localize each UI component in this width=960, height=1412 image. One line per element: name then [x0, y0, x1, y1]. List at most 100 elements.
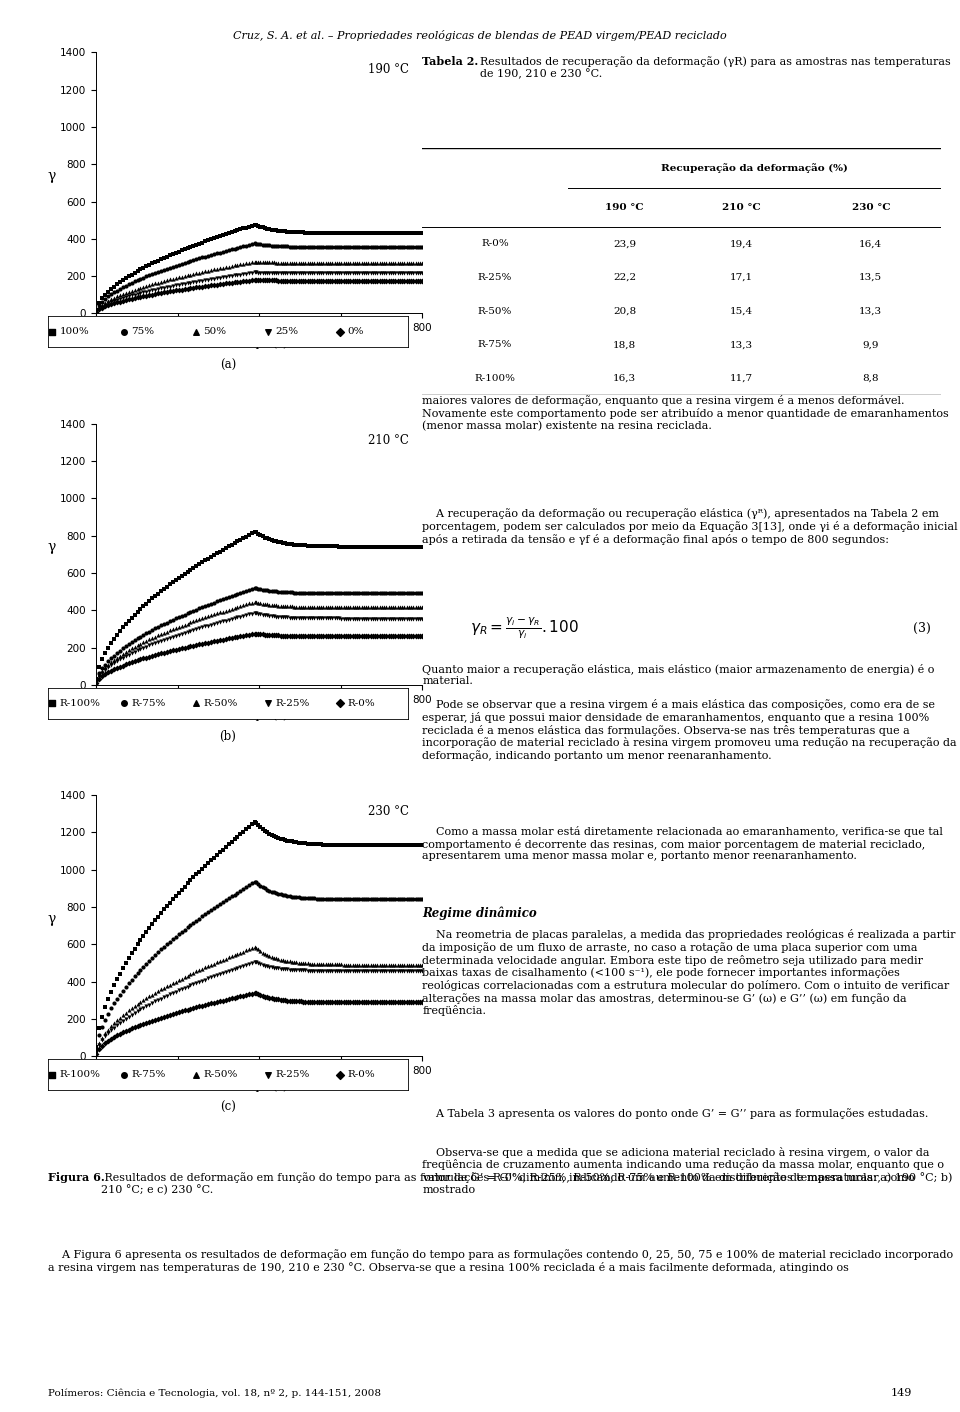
- Point: [159, 246, 175, 268]
- Point: [162, 618, 178, 641]
- Point: [182, 600, 198, 623]
- Point: [142, 274, 157, 297]
- Point: [162, 891, 178, 914]
- Point: [273, 827, 288, 850]
- Point: [329, 626, 345, 648]
- Point: [291, 270, 306, 292]
- Point: [396, 222, 412, 244]
- Point: [91, 1024, 107, 1046]
- Point: [162, 640, 178, 662]
- Point: [406, 582, 421, 604]
- Point: [284, 990, 300, 1012]
- Point: [159, 974, 175, 997]
- Point: [249, 268, 264, 291]
- Point: [101, 294, 116, 316]
- Point: [142, 280, 157, 302]
- Point: [324, 535, 340, 558]
- Point: [239, 251, 254, 274]
- Point: [154, 249, 169, 271]
- Point: [316, 582, 331, 604]
- Point: [329, 270, 345, 292]
- Point: [314, 263, 329, 285]
- Point: [151, 616, 166, 638]
- Point: [383, 626, 398, 648]
- Point: [345, 236, 360, 258]
- Point: [135, 594, 151, 617]
- Point: [396, 582, 412, 604]
- Point: [257, 986, 273, 1008]
- Point: [135, 956, 151, 979]
- Point: [145, 280, 160, 302]
- Point: [221, 256, 236, 278]
- Point: [145, 983, 160, 1005]
- Point: [257, 604, 273, 627]
- Point: [109, 1024, 125, 1046]
- Point: [88, 1042, 104, 1065]
- Point: [374, 251, 390, 274]
- Point: [396, 596, 412, 618]
- Point: [109, 285, 125, 308]
- Point: [204, 268, 219, 291]
- Point: [304, 222, 320, 244]
- Point: [415, 607, 430, 630]
- Point: [135, 1012, 151, 1035]
- Point: [156, 1005, 172, 1028]
- Point: [302, 534, 318, 556]
- Point: [379, 222, 395, 244]
- Point: [282, 532, 298, 555]
- Point: [180, 613, 195, 635]
- Point: [192, 247, 207, 270]
- Point: [334, 888, 349, 911]
- Point: [95, 1034, 110, 1056]
- Point: [300, 607, 315, 630]
- Point: [298, 952, 313, 974]
- Point: [381, 222, 396, 244]
- Point: [44, 321, 60, 343]
- Point: [209, 542, 225, 565]
- Point: [406, 991, 421, 1014]
- Point: [88, 672, 104, 695]
- Point: [127, 628, 142, 651]
- Point: [98, 641, 113, 664]
- Point: [304, 952, 320, 974]
- Point: [266, 219, 281, 241]
- Point: [361, 626, 376, 648]
- Point: [386, 535, 401, 558]
- Point: [182, 277, 198, 299]
- Point: [177, 966, 192, 988]
- Point: [195, 957, 210, 980]
- Point: [372, 626, 387, 648]
- Point: [363, 953, 378, 976]
- Point: [276, 220, 291, 243]
- Point: [323, 236, 338, 258]
- Point: [348, 953, 363, 976]
- Point: [204, 593, 219, 616]
- Point: [165, 888, 180, 911]
- Point: [198, 904, 213, 926]
- Point: [321, 833, 336, 856]
- Point: [165, 626, 180, 648]
- Point: [171, 265, 186, 288]
- Point: [98, 294, 113, 316]
- Point: [324, 263, 340, 285]
- Point: [88, 301, 104, 323]
- Point: [386, 270, 401, 292]
- Point: [338, 222, 353, 244]
- Point: [257, 527, 273, 549]
- Point: [291, 959, 306, 981]
- Point: [383, 607, 398, 630]
- Point: [248, 213, 263, 236]
- Point: [395, 626, 410, 648]
- Point: [279, 261, 295, 284]
- Point: [124, 997, 139, 1019]
- Point: [255, 525, 271, 548]
- Point: [118, 952, 133, 974]
- Point: [374, 953, 390, 976]
- Point: [232, 986, 248, 1008]
- Point: [413, 596, 428, 618]
- Point: [356, 596, 372, 618]
- Point: [318, 582, 333, 604]
- Point: [300, 534, 315, 556]
- Point: [349, 251, 365, 274]
- Point: [343, 834, 358, 857]
